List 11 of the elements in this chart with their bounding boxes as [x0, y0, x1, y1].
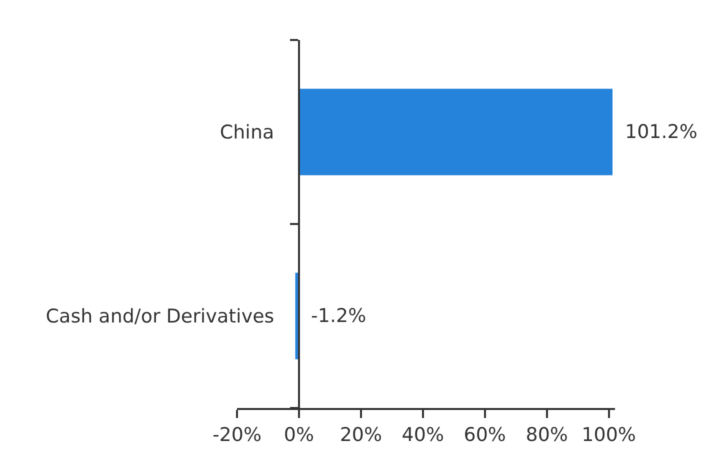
x-tick-label: 20% — [340, 424, 382, 446]
x-tick-label: 60% — [464, 424, 506, 446]
data-label: -1.2% — [311, 305, 366, 327]
x-tick-label: 80% — [526, 424, 568, 446]
x-tick-label: 0% — [284, 424, 314, 446]
x-tick-label: -20% — [212, 424, 262, 446]
data-label: 101.2% — [625, 121, 698, 143]
y-tick-label: Cash and/or Derivatives — [46, 306, 274, 328]
x-tick-label: 40% — [402, 424, 444, 446]
x-tick-label: 100% — [582, 424, 636, 446]
y-tick-label: China — [220, 122, 274, 144]
